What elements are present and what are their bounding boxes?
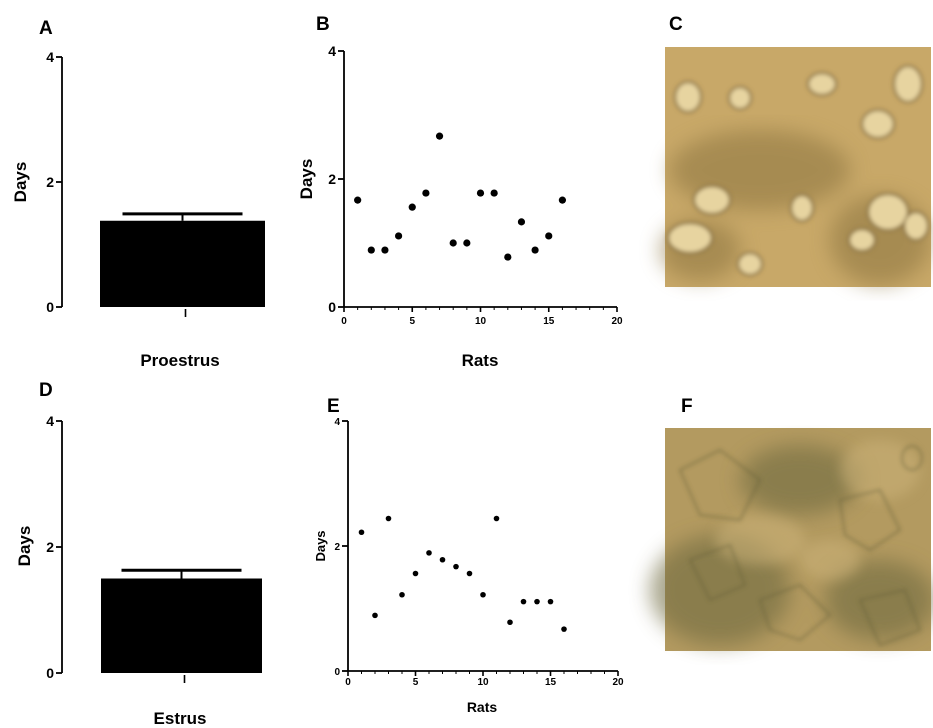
e-data-point [439,556,446,563]
a-y-tick-label: 4 [46,49,54,65]
e-data-point [453,563,459,570]
e-data-point [493,515,500,522]
e-data-point [534,598,540,605]
b-data-point [463,239,471,247]
e-data-point [358,529,365,536]
e-data-point [466,570,473,577]
micrograph-c-image [660,47,931,287]
e-data-point [372,612,378,619]
b-data-point [504,253,512,261]
b-x-tick-label: 15 [543,316,555,327]
b-data-point [531,246,539,254]
b-x-tick-label: 0 [341,316,347,327]
e-data-point [412,570,419,577]
b-data-point [517,218,526,226]
b-data-point [367,246,375,254]
e-x-tick-label: 10 [477,677,489,688]
d-bar [101,578,262,673]
panel-letter-d: D [39,380,53,401]
a-y-tick-label: 2 [46,174,54,190]
b-data-point [381,246,389,254]
b-data-point [558,196,567,204]
e-y-tick-label: 2 [334,542,340,553]
e-x-axis-label: Rats [467,699,498,715]
micrograph-f-image [650,428,933,651]
e-data-point [399,591,405,598]
e-y-axis-label: Days [313,530,328,561]
d-y-tick-label: 2 [46,539,54,555]
d-y-axis-label: Days [15,526,34,567]
b-y-tick-label: 2 [328,171,336,187]
e-x-tick-label: 20 [612,677,624,688]
e-data-point [426,550,432,556]
d-x-axis-label: Estrus [154,709,207,728]
panel-letter-a: A [39,18,53,39]
b-data-point [449,239,457,247]
panel-letter-f: F [681,396,693,417]
chart-b-proestrus-scatter: 0 2 4 Days Rats 0 5 10 15 20 [297,43,623,370]
b-data-point [395,232,403,240]
a-bar [100,220,265,307]
b-y-tick-label: 0 [328,299,336,315]
chart-a-proestrus-bar: 0 2 4 Days Proestrus [11,49,265,370]
b-data-point [354,196,362,204]
e-y-tick-label: 0 [334,667,340,678]
e-data-point [385,515,392,522]
a-y-axis-label: Days [11,162,30,203]
b-data-point [422,189,430,197]
b-data-point [490,189,498,197]
b-x-tick-label: 20 [611,316,623,327]
a-x-axis-label: Proestrus [140,351,219,370]
e-x-tick-label: 15 [545,677,557,688]
b-x-axis-label: Rats [462,351,499,370]
b-y-axis-label: Days [297,159,316,200]
b-y-tick-label: 4 [328,43,336,59]
e-y-tick-label: 4 [334,417,340,428]
b-data-point [476,189,485,197]
e-data-point [561,626,567,632]
b-data-point [435,132,444,140]
e-data-point [507,619,513,626]
e-x-tick-label: 0 [345,677,351,688]
d-y-tick-label: 0 [46,665,54,681]
panel-letter-b: B [316,14,330,35]
e-x-tick-label: 5 [413,677,419,688]
b-x-tick-label: 10 [475,316,487,327]
d-y-tick-label: 4 [46,413,54,429]
chart-d-estrus-bar: 0 2 4 Days Estrus [15,413,262,728]
e-data-point [520,598,527,605]
panel-letter-c: C [669,14,683,35]
b-x-tick-label: 5 [409,316,415,327]
e-data-point [480,591,486,598]
chart-e-estrus-scatter: 0 2 4 Days Rats 0 5 10 15 20 [313,417,624,715]
panel-letter-e: E [327,396,340,417]
b-data-point [408,203,416,211]
e-data-point [547,598,554,605]
a-y-tick-label: 0 [46,299,54,315]
b-data-point [545,232,553,240]
